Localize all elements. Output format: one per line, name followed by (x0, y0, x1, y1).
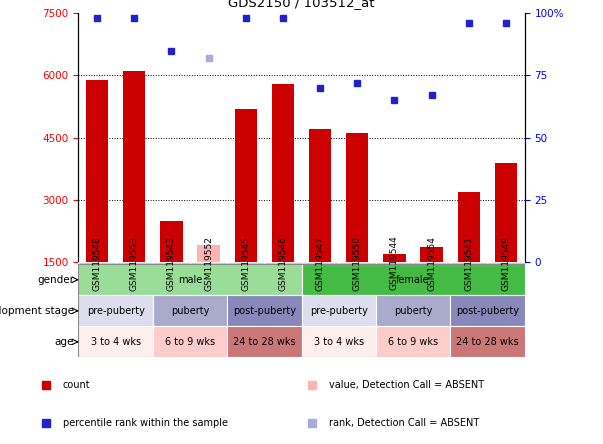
Bar (450, 262, 487, 264)
Text: GSM119547: GSM119547 (315, 236, 324, 290)
Bar (153, 295, 227, 326)
Title: GDS2150 / 103512_at: GDS2150 / 103512_at (229, 0, 374, 9)
Bar (458, 191, 480, 262)
Bar (153, 262, 190, 264)
Text: development stage: development stage (0, 306, 74, 316)
Text: GSM119553: GSM119553 (130, 236, 139, 290)
Bar (78, 264, 302, 295)
Text: post-puberty: post-puberty (233, 306, 296, 316)
Bar (197, 246, 219, 262)
Bar (272, 84, 294, 262)
Bar (495, 163, 517, 262)
Bar (309, 129, 331, 262)
Text: GSM119554: GSM119554 (427, 236, 436, 290)
Text: count: count (63, 380, 90, 390)
Bar (376, 326, 450, 357)
Bar (160, 221, 183, 262)
Bar (420, 247, 443, 262)
Bar (116, 262, 153, 264)
Text: 6 to 9 wks: 6 to 9 wks (388, 337, 438, 347)
Text: GSM119552: GSM119552 (204, 236, 213, 290)
Text: GSM119545: GSM119545 (241, 236, 250, 290)
Text: GSM119544: GSM119544 (390, 236, 399, 290)
Text: value, Detection Call = ABSENT: value, Detection Call = ABSENT (329, 380, 484, 390)
Bar (123, 71, 145, 262)
Bar (339, 262, 376, 264)
Bar (227, 326, 302, 357)
Bar (78, 295, 153, 326)
Text: puberty: puberty (394, 306, 432, 316)
Bar (235, 109, 257, 262)
Bar (302, 262, 339, 264)
Text: pre-puberty: pre-puberty (87, 306, 145, 316)
Text: age: age (54, 337, 74, 347)
Bar (450, 326, 525, 357)
Bar (190, 262, 227, 264)
Text: 24 to 28 wks: 24 to 28 wks (456, 337, 519, 347)
Bar (227, 295, 302, 326)
Bar (302, 264, 525, 295)
Text: puberty: puberty (171, 306, 209, 316)
Bar (384, 254, 406, 262)
Text: GSM119549: GSM119549 (502, 236, 511, 290)
Bar (78, 262, 116, 264)
Bar (302, 326, 376, 357)
Bar (376, 262, 413, 264)
Text: male: male (178, 275, 202, 285)
Text: post-puberty: post-puberty (456, 306, 519, 316)
Text: 6 to 9 wks: 6 to 9 wks (165, 337, 215, 347)
Text: GSM119543: GSM119543 (167, 236, 176, 290)
Text: percentile rank within the sample: percentile rank within the sample (63, 418, 228, 428)
Bar (450, 295, 525, 326)
Text: 3 to 4 wks: 3 to 4 wks (90, 337, 140, 347)
Text: GSM119550: GSM119550 (353, 236, 362, 290)
Text: pre-puberty: pre-puberty (310, 306, 368, 316)
Bar (153, 326, 227, 357)
Bar (264, 262, 302, 264)
Text: GSM119548: GSM119548 (92, 236, 101, 290)
Text: 24 to 28 wks: 24 to 28 wks (233, 337, 295, 347)
Bar (487, 262, 525, 264)
Text: GSM119541: GSM119541 (464, 236, 473, 290)
Bar (86, 79, 108, 262)
Bar (346, 134, 368, 262)
Text: rank, Detection Call = ABSENT: rank, Detection Call = ABSENT (329, 418, 479, 428)
Bar (302, 295, 376, 326)
Bar (227, 262, 264, 264)
Text: gender: gender (37, 275, 74, 285)
Bar (78, 326, 153, 357)
Text: female: female (396, 275, 430, 285)
Text: 3 to 4 wks: 3 to 4 wks (314, 337, 364, 347)
Bar (413, 262, 450, 264)
Text: GSM119546: GSM119546 (279, 236, 288, 290)
Bar (376, 295, 450, 326)
